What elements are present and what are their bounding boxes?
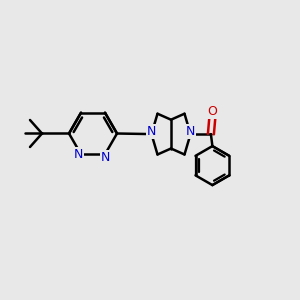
Text: N: N [186,124,195,138]
Text: N: N [73,148,83,161]
Text: N: N [147,124,156,138]
Text: N: N [101,151,110,164]
Text: O: O [208,105,217,118]
